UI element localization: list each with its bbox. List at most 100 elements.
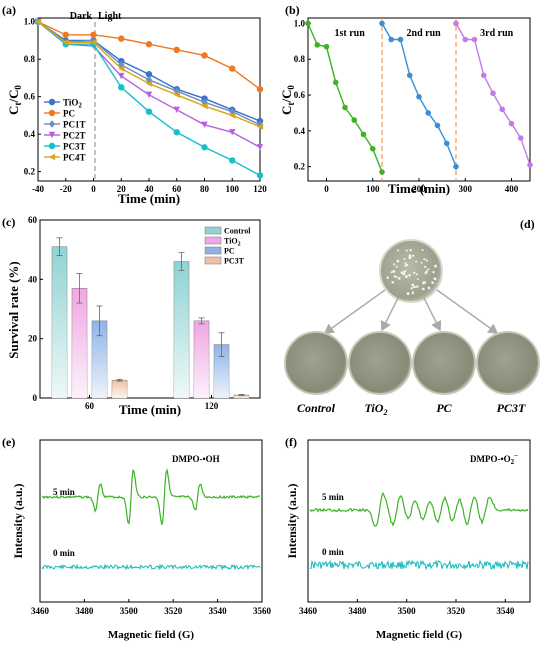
bar-group-c (51, 237, 250, 399)
run-label: 2nd run (407, 28, 442, 39)
colony-dot (400, 271, 404, 275)
data-point-a (173, 106, 180, 114)
data-point-b (453, 20, 459, 27)
x-tick-label-a: 120 (253, 184, 267, 194)
data-point-b (508, 120, 515, 127)
colony-dot (393, 263, 396, 266)
trace-5min-e (41, 468, 260, 525)
data-point-b (379, 20, 385, 27)
trace-label-0min-f: 0 min (322, 547, 344, 557)
legend-marker-a (48, 120, 56, 128)
y-tick-label-c: 20 (28, 334, 38, 344)
x-axis-ticks-c: 60 120 (85, 395, 219, 411)
x-tick-label-b: 300 (459, 184, 473, 194)
data-point-b (379, 169, 385, 175)
x-tick-label-e: 3480 (75, 606, 94, 616)
dish-label-tio2: TiO2 (365, 401, 388, 417)
colony-dot (420, 261, 423, 264)
colony-dot (424, 265, 427, 269)
plot-frame-e (39, 439, 263, 603)
data-point-b (397, 36, 404, 43)
y-axis-label-c: Survival rate (%) (6, 261, 21, 358)
run-dividers (381, 18, 457, 181)
data-point-a (201, 52, 208, 59)
x-tick-label-a: -20 (60, 184, 72, 194)
colony-dot (415, 273, 418, 276)
data-point-b (388, 36, 395, 43)
y-tick-label-c: 60 (28, 215, 38, 225)
data-point-a (256, 172, 264, 179)
legend-label-c: PC (224, 247, 235, 256)
petri-dish-tio2 (348, 331, 412, 395)
petri-dish-pc (412, 331, 476, 395)
data-point-a (145, 108, 153, 115)
data-point-b (305, 20, 311, 27)
data-point-a (145, 91, 153, 99)
x-axis-ticks-b: 0 100 200 300 400 (324, 178, 519, 194)
y-tick-label-b: 0.4 (294, 126, 306, 136)
colony-dot (404, 275, 408, 279)
x-axis-label-f: Magnetic field (G) (376, 629, 462, 641)
colony-dot (423, 258, 426, 261)
y-axis-label-a: Ct/C0 (6, 85, 23, 115)
data-point-a (118, 84, 125, 91)
x-axis-label-b: Time (min) (388, 181, 450, 196)
data-point-a (256, 85, 264, 93)
colony-dot (416, 285, 419, 288)
panel-label-a: (a) (2, 3, 16, 17)
data-point-b (314, 42, 321, 48)
x-tick-label-a: -40 (32, 184, 44, 194)
colony-dot (404, 262, 407, 265)
data-point-a (173, 129, 180, 136)
colony-dot (408, 254, 412, 258)
x-tick-label-b: 100 (366, 184, 380, 194)
colony-dot (413, 271, 416, 275)
data-point-b (499, 106, 506, 113)
series-group-a (34, 17, 264, 179)
annotation-light: Light (98, 11, 122, 22)
y-tick-label-a: 1.0 (24, 17, 36, 27)
colony-dot (411, 292, 414, 295)
colony-dot (386, 276, 389, 279)
y-tick-label-a: 0.2 (24, 167, 36, 177)
panel-label-e: (e) (2, 435, 15, 449)
colony-dot (405, 249, 408, 252)
data-point-a (34, 18, 42, 25)
run-labels: 1st run 2nd run 3rd run (334, 28, 513, 39)
legend-label-c: Control (224, 227, 251, 236)
x-tick-label-a: 0 (91, 184, 96, 194)
colony-dot (425, 270, 428, 273)
data-point-a (201, 121, 208, 128)
colony-dot (410, 287, 413, 290)
colony-dot (423, 281, 427, 284)
colony-dot (395, 265, 398, 268)
panel-label-f: (f) (285, 435, 297, 449)
data-point-b (369, 145, 376, 152)
x-tick-label-e: 3560 (253, 606, 272, 616)
legend-label-a: PC (63, 109, 75, 119)
bar-shade (214, 344, 229, 398)
panel-f: (f) DMPO-•O2− 5 min 0 min 3460 3480 3500 35… (285, 435, 531, 641)
data-point-b (342, 104, 348, 111)
data-point-a (145, 76, 153, 84)
data-point-a (90, 36, 97, 45)
x-tick-label-a: 80 (200, 184, 210, 194)
run-label: 1st run (334, 28, 365, 39)
data-point-a (118, 65, 125, 72)
legend-swatch-c (204, 236, 222, 245)
data-point-a (229, 112, 236, 119)
panel-label-d: (d) (520, 217, 535, 231)
trace-label-5min-e: 5 min (53, 487, 75, 497)
dish-label-pc3t: PC3T (497, 401, 526, 415)
colony-dot (431, 281, 434, 285)
x-tick-label-e: 3460 (31, 606, 50, 616)
y-axis-label-e: Intensity (a.u.) (11, 483, 25, 558)
panel-label-b: (b) (285, 3, 300, 17)
colony-dot (403, 270, 406, 273)
colony-dot (403, 257, 406, 260)
x-tick-label-f: 3520 (447, 606, 466, 616)
data-point-a (256, 144, 264, 151)
x-tick-label-e: 3500 (120, 606, 139, 616)
colony-dot (396, 259, 400, 263)
